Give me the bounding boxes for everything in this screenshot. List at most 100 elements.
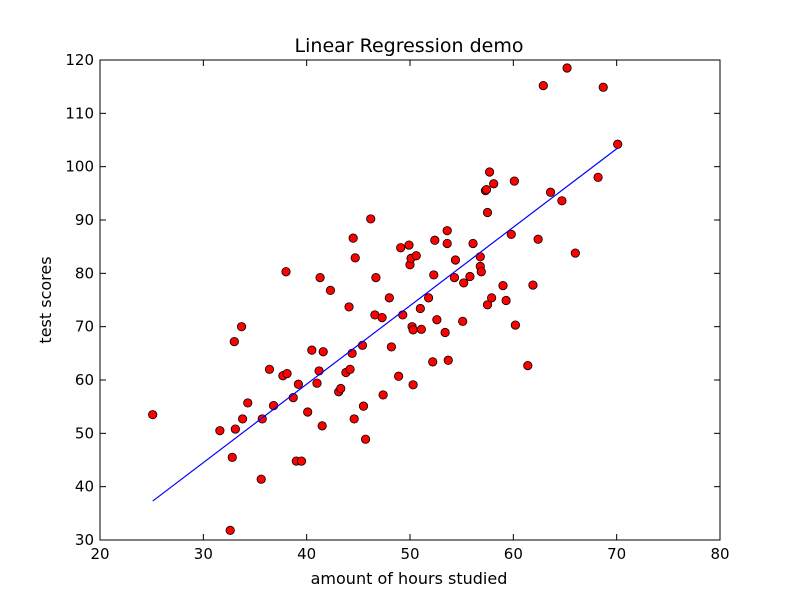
data-point: [428, 357, 438, 367]
data-point: [398, 310, 408, 320]
data-point: [384, 293, 394, 303]
data-point: [509, 176, 519, 186]
chart-title: Linear Regression demo: [295, 35, 524, 57]
data-point: [345, 364, 355, 374]
data-point: [256, 474, 266, 484]
data-point: [225, 525, 235, 536]
y-tick-label: 40: [75, 478, 94, 496]
y-tick-label: 110: [65, 104, 94, 122]
y-tick-label: 50: [75, 424, 94, 442]
data-point: [557, 196, 567, 206]
data-point: [394, 371, 404, 381]
data-point: [317, 421, 327, 431]
data-point: [386, 342, 396, 352]
data-point: [377, 312, 387, 323]
data-point: [450, 255, 461, 265]
data-point: [482, 300, 493, 310]
data-point: [484, 167, 495, 177]
data-point: [314, 366, 324, 376]
y-tick-label: 70: [75, 318, 94, 336]
data-point: [148, 410, 158, 420]
y-axis-label: test scores: [36, 256, 55, 343]
data-point: [238, 414, 248, 424]
data-point: [378, 390, 388, 400]
data-point: [510, 320, 521, 330]
data-point: [487, 293, 497, 303]
data-point: [442, 238, 452, 249]
data-point: [415, 303, 425, 314]
data-point: [432, 315, 442, 325]
y-axis-ticks: 30 40 50 60 70 80 90 100 110 120: [65, 51, 720, 549]
data-point: [348, 233, 358, 243]
x-axis-label: amount of hours studied: [311, 569, 508, 588]
data-point: [476, 267, 486, 277]
data-point: [411, 251, 421, 261]
data-point: [501, 295, 511, 306]
data-point: [481, 185, 492, 195]
data-point: [538, 81, 548, 91]
data-point: [416, 324, 426, 334]
data-point: [325, 285, 336, 295]
data-point: [396, 243, 406, 253]
data-point: [545, 187, 556, 197]
data-point: [449, 272, 460, 283]
data-point: [562, 63, 572, 73]
x-tick-label: 30: [194, 545, 213, 563]
data-point: [371, 272, 381, 283]
x-tick-label: 80: [710, 545, 729, 563]
data-point: [429, 270, 439, 280]
data-point: [443, 355, 453, 365]
plot-frame: [99, 59, 721, 541]
data-point: [336, 383, 346, 394]
data-point: [360, 434, 371, 444]
data-point: [440, 327, 450, 338]
y-tick-label: 90: [75, 211, 94, 229]
data-point: [506, 229, 516, 239]
data-point: [293, 379, 303, 389]
data-point: [227, 452, 237, 462]
x-tick-label: 60: [504, 545, 523, 563]
data-point: [570, 248, 580, 258]
data-point: [598, 82, 608, 92]
data-point: [523, 360, 533, 371]
data-point: [349, 414, 359, 424]
data-point: [230, 424, 240, 434]
y-tick-label: 120: [65, 51, 94, 69]
data-point: [282, 368, 292, 379]
x-tick-label: 50: [400, 545, 419, 563]
data-point: [468, 238, 478, 249]
y-tick-label: 80: [75, 264, 94, 282]
y-tick-label: 100: [65, 158, 94, 176]
data-point: [528, 280, 538, 290]
data-point: [408, 380, 418, 390]
data-point: [366, 214, 376, 224]
x-tick-label: 20: [90, 545, 109, 563]
data-point: [312, 378, 322, 388]
data-point: [459, 278, 469, 288]
data-point: [489, 179, 499, 189]
data-point: [358, 401, 369, 411]
data-point: [498, 280, 508, 291]
x-tick-label: 70: [607, 545, 626, 563]
data-point: [281, 267, 291, 277]
data-point: [243, 398, 253, 408]
data-point: [344, 302, 354, 312]
data-point: [423, 293, 434, 303]
y-tick-label: 60: [75, 371, 94, 389]
data-point: [593, 172, 603, 182]
data-point: [404, 240, 414, 250]
data-point: [264, 364, 275, 374]
data-point: [350, 253, 360, 263]
plot-area: [148, 63, 623, 536]
data-point: [315, 272, 325, 283]
data-point: [303, 407, 313, 417]
data-point: [296, 456, 307, 466]
x-tick-label: 40: [297, 545, 316, 563]
data-point: [430, 235, 440, 245]
data-point: [482, 207, 493, 218]
data-point: [318, 347, 328, 357]
y-tick-label: 30: [75, 531, 94, 549]
data-point: [307, 345, 317, 355]
